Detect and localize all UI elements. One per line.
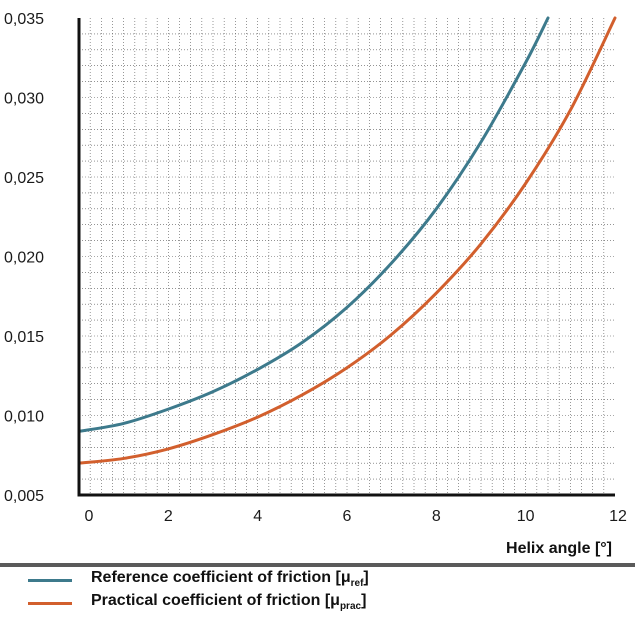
grid	[79, 18, 615, 495]
x-tick-label: 0	[85, 508, 94, 525]
x-tick-labels: 0 2 4 6 8 10 12	[85, 508, 627, 525]
legend-swatch-practical	[28, 602, 72, 605]
series-lines	[77, 16, 617, 465]
x-tick-label: 2	[164, 508, 173, 525]
series-line-reference	[77, 16, 550, 433]
y-tick-label: 0,005	[4, 488, 44, 505]
x-tick-label: 4	[253, 508, 262, 525]
y-tick-label: 0,010	[4, 409, 44, 426]
y-tick-labels: 0,005 0,010 0,015 0,020 0,025 0,030 0,035	[4, 11, 44, 505]
x-tick-label: 10	[517, 508, 535, 525]
y-tick-label: 0,020	[4, 250, 44, 267]
separator-bar	[0, 563, 635, 567]
y-tick-label: 0,025	[4, 170, 44, 187]
y-tick-label: 0,030	[4, 91, 44, 108]
y-tick-label: 0,035	[4, 11, 44, 28]
x-tick-label: 6	[343, 508, 352, 525]
legend-label-practical: Practical coefficient of friction [μprac…	[91, 592, 367, 612]
x-tick-label: 8	[432, 508, 441, 525]
legend-swatch-reference	[28, 579, 72, 582]
series-line-practical	[77, 16, 617, 465]
axes	[77, 18, 615, 497]
legend-item-practical: Practical coefficient of friction [μprac…	[0, 592, 635, 616]
legend-item-reference: Reference coefficient of friction [μref]	[0, 569, 635, 593]
x-tick-label: 12	[609, 508, 627, 525]
chart: 0,005 0,010 0,015 0,020 0,025 0,030 0,035 0 2 4 6…	[4, 11, 627, 557]
legend-label-reference: Reference coefficient of friction [μref]	[91, 569, 369, 589]
y-tick-label: 0,015	[4, 329, 44, 346]
x-axis-title: Helix angle [°]	[506, 540, 612, 557]
